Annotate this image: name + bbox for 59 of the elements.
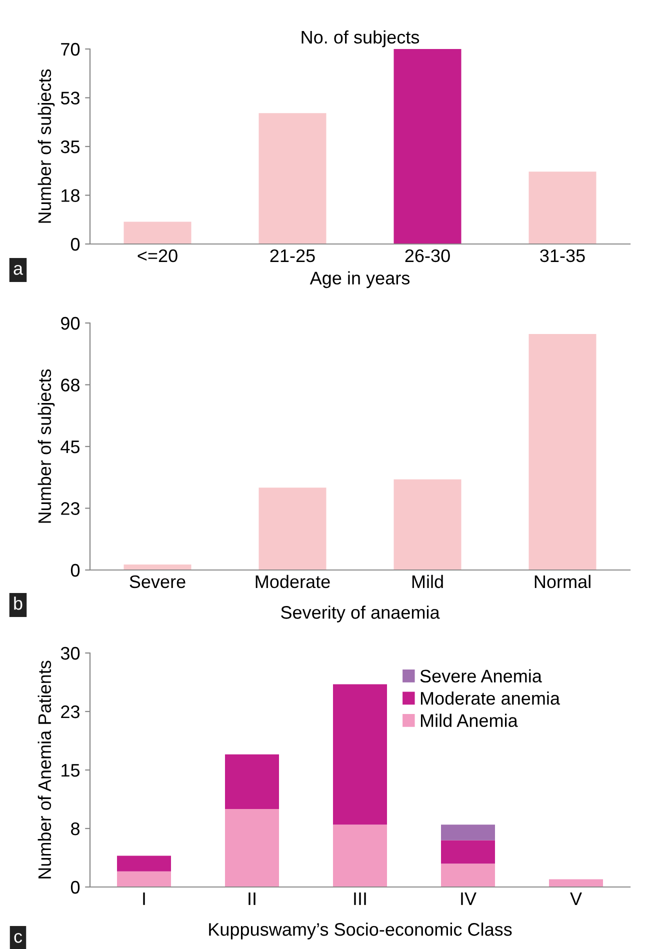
x-axis-title: Severity of anaemia xyxy=(281,606,440,622)
x-tick-label: 31-35 xyxy=(540,249,585,262)
bar xyxy=(549,879,603,887)
bar xyxy=(333,684,387,825)
legend-label: Moderate anemia xyxy=(420,692,560,705)
x-tick-label: V xyxy=(570,892,582,905)
bar xyxy=(258,113,326,244)
x-axis-title: Kuppuswamy’s Socio-economic Class xyxy=(209,922,512,940)
y-axis-title: Number of Anemia Patients xyxy=(38,660,52,878)
y-tick-label: 15 xyxy=(62,764,80,777)
y-tick-label: 30 xyxy=(60,646,80,660)
x-tick-label: 26-30 xyxy=(405,249,450,262)
y-tick-label: 70 xyxy=(61,42,80,56)
legend-label: Mild Anemia xyxy=(420,714,518,728)
x-tick-label: 21-25 xyxy=(270,249,315,262)
y-axis-title: Number of subjects xyxy=(38,69,55,223)
bar xyxy=(528,172,596,244)
bar xyxy=(117,871,171,887)
bar xyxy=(225,754,279,809)
y-tick-label: 0 xyxy=(70,238,80,251)
x-tick-label: II xyxy=(248,892,256,905)
x-axis-title: Age in years xyxy=(310,271,410,288)
y-tick-label: 68 xyxy=(61,378,80,392)
y-tick-label: 18 xyxy=(62,189,80,202)
y-tick-label: 45 xyxy=(60,440,80,454)
y-tick-label: 8 xyxy=(71,822,80,836)
x-tick-label: III xyxy=(354,892,366,905)
y-axis-title: Number of subjects xyxy=(38,369,55,523)
bar xyxy=(124,222,192,244)
bar xyxy=(333,824,387,887)
bar xyxy=(394,49,462,244)
text: c xyxy=(14,932,22,943)
bar xyxy=(225,809,279,887)
x-tick-label: Moderate xyxy=(256,574,330,588)
y-tick-label: 35 xyxy=(60,140,80,154)
y-tick-label: 23 xyxy=(61,705,80,718)
y-tick-label: 90 xyxy=(61,316,80,330)
y-tick-label: 0 xyxy=(70,564,80,577)
y-tick-label: 0 xyxy=(70,880,80,894)
bar xyxy=(441,824,495,840)
x-tick-label: Severe xyxy=(130,575,186,588)
bar xyxy=(258,488,326,570)
bar xyxy=(528,334,596,570)
x-tick-label: I xyxy=(143,892,145,905)
bar xyxy=(117,856,171,872)
x-tick-label: Normal xyxy=(534,574,590,588)
text: a xyxy=(14,264,24,275)
text: b xyxy=(14,596,22,610)
x-tick-label: Mild xyxy=(412,574,443,588)
y-tick-label: 23 xyxy=(61,502,80,515)
legend-label: Severe Anemia xyxy=(420,669,542,683)
x-tick-label: <=20 xyxy=(138,249,178,262)
bar xyxy=(394,479,462,570)
bar xyxy=(441,864,495,887)
y-tick-label: 53 xyxy=(60,92,80,104)
chart-title: No. of subjects xyxy=(302,30,420,48)
x-tick-label: IV xyxy=(461,892,476,905)
bar xyxy=(441,840,495,864)
bar xyxy=(124,564,192,570)
